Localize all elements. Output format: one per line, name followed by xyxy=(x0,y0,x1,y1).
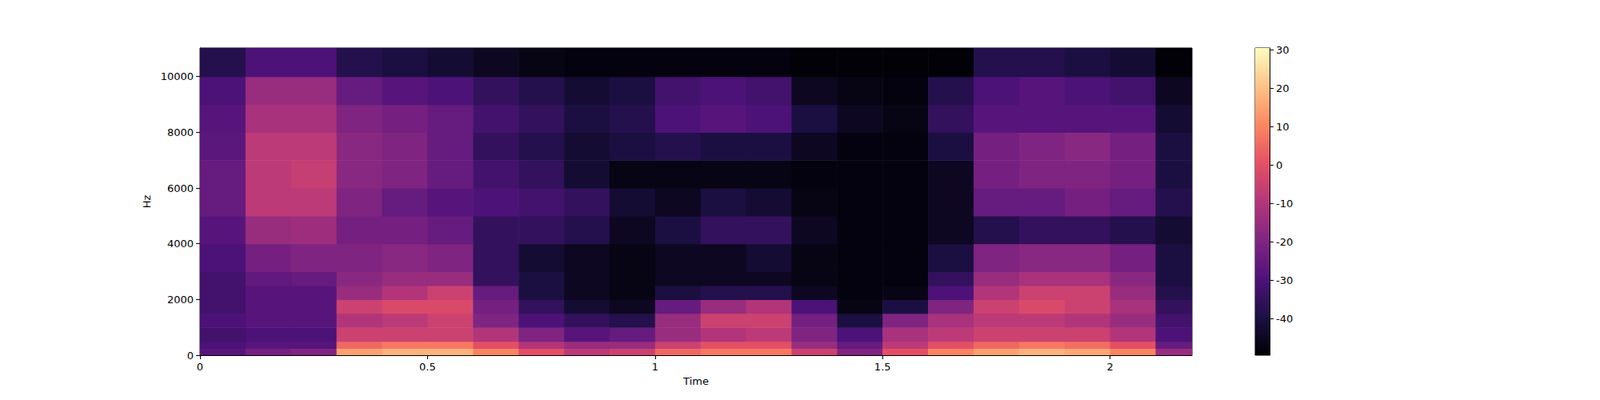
svg-text:0: 0 xyxy=(196,360,204,373)
svg-text:8000: 8000 xyxy=(167,126,194,139)
svg-text:6000: 6000 xyxy=(167,182,194,195)
svg-text:-20: -20 xyxy=(1276,236,1293,248)
svg-text:10000: 10000 xyxy=(160,70,194,83)
svg-text:20: 20 xyxy=(1276,82,1290,95)
svg-text:10: 10 xyxy=(1276,120,1290,133)
svg-text:2: 2 xyxy=(1106,360,1113,373)
svg-text:2000: 2000 xyxy=(167,293,194,306)
svg-text:Hz: Hz xyxy=(140,195,153,209)
svg-text:0.5: 0.5 xyxy=(419,360,436,373)
svg-text:-10: -10 xyxy=(1276,197,1293,210)
svg-text:4000: 4000 xyxy=(167,237,194,250)
svg-text:30: 30 xyxy=(1276,44,1290,56)
svg-text:1: 1 xyxy=(652,360,659,373)
svg-text:-30: -30 xyxy=(1276,274,1293,287)
svg-text:-40: -40 xyxy=(1276,312,1293,325)
svg-text:Time: Time xyxy=(682,375,709,388)
svg-text:0: 0 xyxy=(1276,159,1283,172)
svg-text:0: 0 xyxy=(187,349,194,362)
svg-text:1.5: 1.5 xyxy=(874,360,892,373)
